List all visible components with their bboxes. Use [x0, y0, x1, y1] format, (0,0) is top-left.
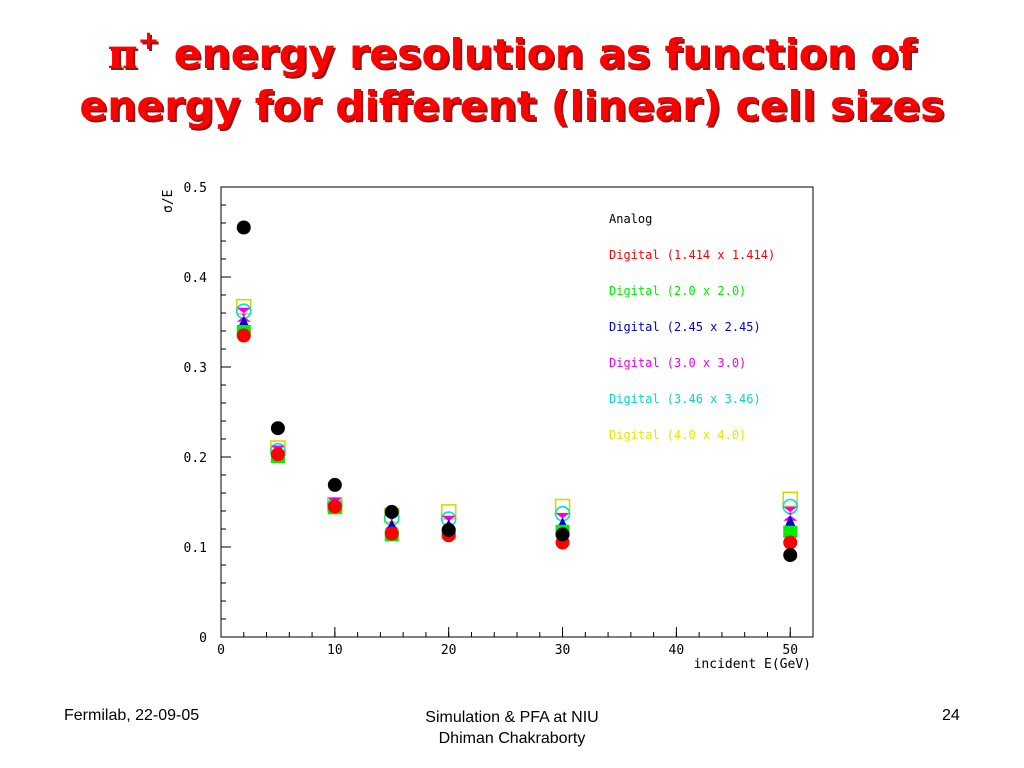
data-point-digital-1-414-x-1-414-: [384, 526, 399, 541]
y-tick-label: 0.5: [184, 181, 207, 196]
data-point-analog: [236, 220, 251, 235]
slide-title: π+ energy resolution as function of ener…: [0, 28, 1024, 132]
legend-entry: Digital (3.46 x 3.46): [609, 392, 761, 406]
data-point-analog: [384, 504, 399, 519]
data-point-digital-2-0-x-2-0-: [783, 525, 798, 538]
y-tick-label: 0.1: [184, 541, 207, 556]
y-tick-label: 0: [199, 631, 207, 646]
x-tick-label: 40: [669, 643, 685, 658]
footer-venue-date: Fermilab, 22-09-05: [64, 707, 200, 724]
x-tick-label: 30: [555, 643, 571, 658]
footer-author: Dhiman Chakraborty: [438, 730, 586, 747]
legend-entry: Digital (3.0 x 3.0): [609, 356, 746, 370]
x-tick-label: 20: [441, 643, 457, 658]
title-line-1-text: energy resolution as function of: [159, 30, 917, 78]
x-tick-label: 10: [327, 643, 343, 658]
data-point-digital-1-414-x-1-414-: [783, 535, 798, 550]
data-point-digital-1-414-x-1-414-: [270, 447, 285, 462]
legend-entry: Digital (4.0 x 4.0): [609, 428, 746, 442]
y-tick-label: 0.2: [184, 451, 207, 466]
title-pi-symbol: π: [107, 30, 138, 78]
data-point-digital-4-0-x-4-0-: [782, 491, 799, 508]
footer-talk-info: Simulation & PFA at NIU Dhiman Chakrabor…: [362, 707, 662, 749]
title-line-1: π+ energy resolution as function of: [0, 28, 1024, 80]
data-point-digital-3-0-x-3-0-: [783, 506, 798, 521]
y-tick-label: 0.4: [184, 271, 208, 286]
legend-entry: Digital (1.414 x 1.414): [609, 248, 775, 262]
title-superscript: +: [137, 26, 160, 57]
data-point-digital-3-0-x-3-0-: [236, 307, 251, 322]
data-point-analog: [783, 548, 798, 563]
x-tick-label: 0: [217, 643, 225, 658]
data-point-analog: [441, 522, 456, 537]
legend-entry: Digital (2.0 x 2.0): [609, 284, 746, 298]
x-tick-label: 50: [782, 643, 798, 658]
data-point-analog: [555, 527, 570, 542]
data-point-analog: [327, 477, 342, 492]
y-axis-label: σ/E: [161, 190, 176, 213]
footer-page-number: 24: [942, 707, 960, 724]
title-line-2: energy for different (linear) cell sizes: [79, 82, 945, 130]
data-point-digital-1-414-x-1-414-: [236, 328, 251, 343]
x-axis-label: incident E(GeV): [694, 657, 811, 672]
legend-entry: Analog: [609, 212, 652, 226]
footer-talk-title: Simulation & PFA at NIU: [425, 709, 599, 726]
data-point-analog: [270, 421, 285, 436]
data-point-digital-1-414-x-1-414-: [327, 499, 342, 514]
y-tick-label: 0.3: [184, 361, 207, 376]
legend-entry: Digital (2.45 x 2.45): [609, 320, 761, 334]
